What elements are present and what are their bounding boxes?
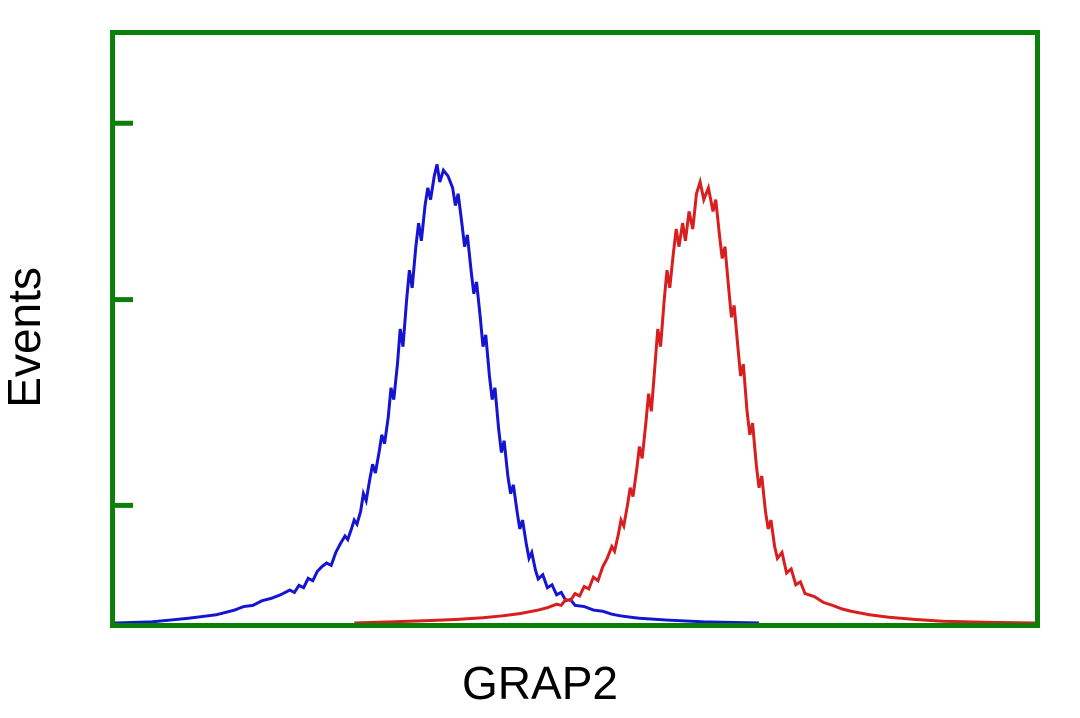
axis-ticks: [115, 123, 133, 505]
flow-cytometry-chart: Events GRAP2: [0, 0, 1080, 718]
plot-frame: [110, 30, 1040, 628]
series-blue: [115, 164, 759, 623]
plot-svg: [115, 35, 1035, 623]
x-axis-label: GRAP2: [0, 656, 1080, 710]
y-axis-label: Events: [0, 267, 51, 408]
series-red: [354, 182, 1035, 623]
